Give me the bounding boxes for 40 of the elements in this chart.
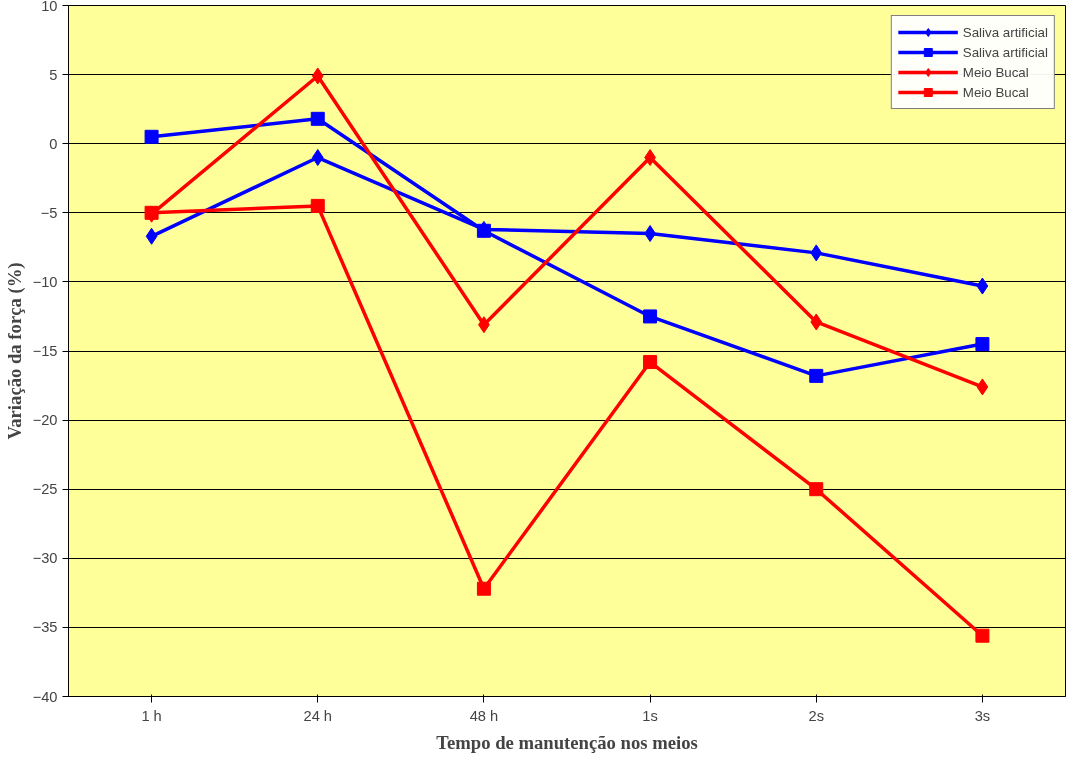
point — [810, 244, 823, 262]
x-tick-label: 3s — [974, 707, 991, 724]
point — [144, 129, 159, 144]
legend-label: Meio Bucal — [962, 64, 1029, 80]
point — [311, 67, 324, 85]
x-tick-label: 1 h — [141, 707, 162, 724]
y-tick-label: −10 — [32, 273, 58, 290]
x-tick-label: 1s — [642, 707, 658, 724]
y-tick-label: −20 — [32, 412, 58, 429]
point — [310, 198, 325, 213]
y-tick-label: −25 — [32, 481, 58, 498]
y-tick-label: −5 — [40, 204, 58, 221]
point — [810, 313, 823, 331]
y-axis-title: Variação da força (%) — [3, 262, 26, 440]
y-tick-label: −35 — [32, 619, 58, 636]
point — [975, 337, 990, 352]
point — [809, 368, 824, 383]
legend-label: Meio Bucal — [962, 84, 1029, 100]
legend-label: Saliva artificial — [962, 24, 1048, 40]
x-tick-label: 24 h — [303, 707, 333, 724]
y-tick-label: 0 — [49, 135, 58, 152]
y-tick-label: −15 — [32, 343, 58, 359]
point — [643, 309, 658, 324]
legend-label: Saliva artificial — [962, 44, 1048, 60]
point — [976, 378, 989, 396]
point — [809, 482, 824, 497]
x-axis-title: Tempo de manutenção nos meios — [436, 731, 698, 753]
point — [476, 581, 491, 596]
x-tick-label: 48 h — [469, 707, 499, 724]
y-tick-label: −30 — [32, 550, 58, 567]
point — [145, 227, 158, 245]
y-tick-label: 10 — [41, 0, 58, 14]
x-tick-label: 2s — [808, 707, 824, 724]
y-tick-label: −40 — [32, 688, 58, 705]
y-tick-label: 5 — [49, 66, 58, 83]
point — [310, 111, 325, 126]
point — [976, 277, 989, 295]
point — [643, 355, 658, 370]
point — [311, 149, 324, 167]
point — [975, 628, 990, 643]
